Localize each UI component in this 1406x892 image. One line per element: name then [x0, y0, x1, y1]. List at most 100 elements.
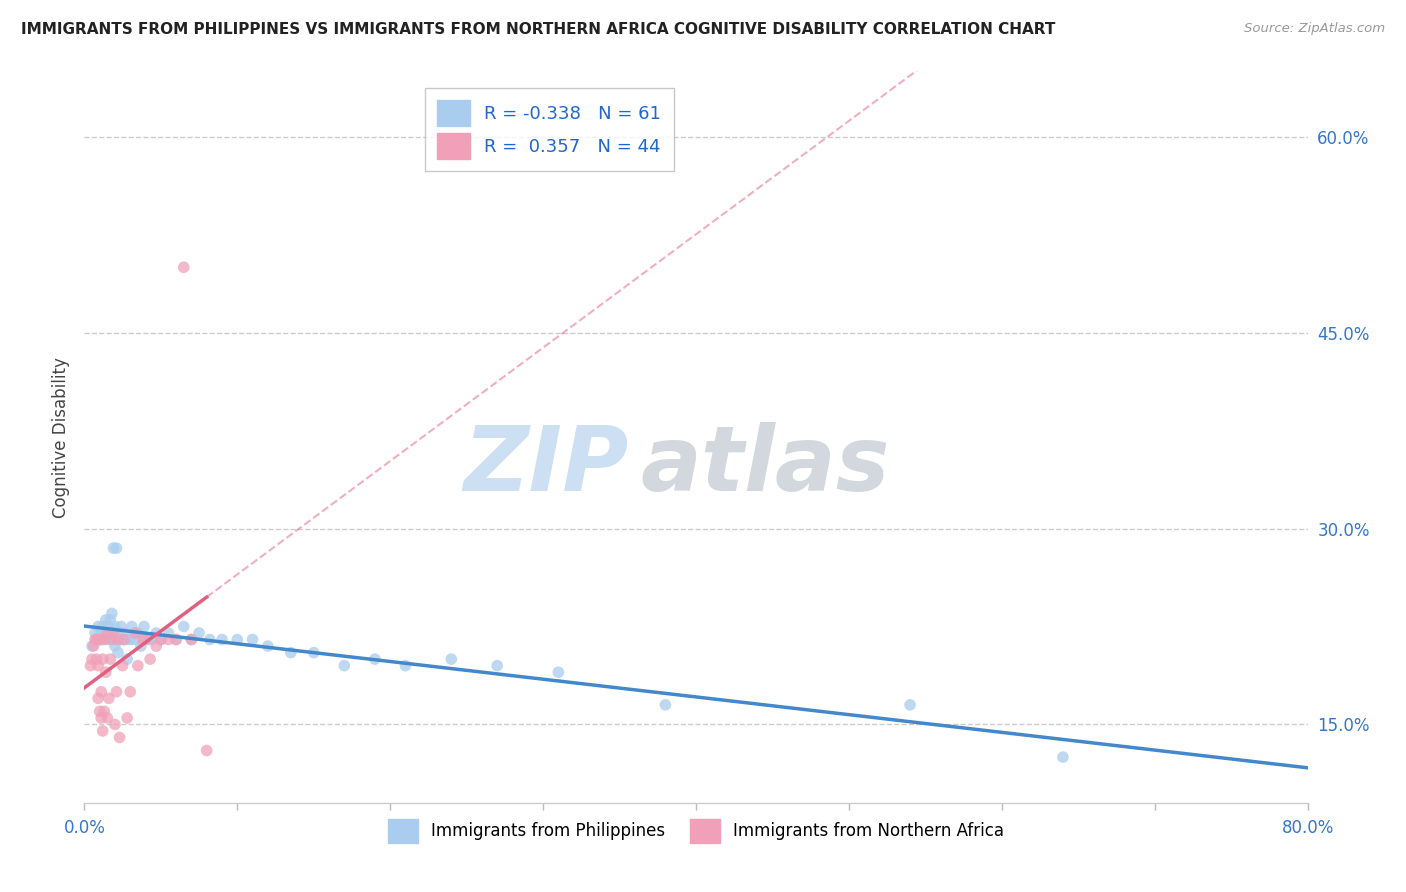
Point — [188, 626, 211, 640]
Point — [96, 632, 118, 647]
Point — [120, 685, 142, 699]
Point — [108, 632, 131, 647]
Point — [280, 646, 302, 660]
Text: 0.0%: 0.0% — [63, 820, 105, 838]
Text: IMMIGRANTS FROM PHILIPPINES VS IMMIGRANTS FROM NORTHERN AFRICA COGNITIVE DISABIL: IMMIGRANTS FROM PHILIPPINES VS IMMIGRANT… — [21, 22, 1056, 37]
Point — [145, 639, 167, 653]
Point — [91, 723, 114, 738]
Point — [173, 619, 195, 633]
Point — [91, 652, 114, 666]
Point — [97, 619, 120, 633]
Legend: Immigrants from Philippines, Immigrants from Northern Africa: Immigrants from Philippines, Immigrants … — [381, 813, 1011, 849]
Point — [242, 632, 264, 647]
Point — [104, 717, 127, 731]
Text: 80.0%: 80.0% — [1281, 820, 1334, 838]
Point — [394, 658, 416, 673]
Point — [1052, 750, 1074, 764]
Point — [80, 652, 103, 666]
Point — [93, 705, 115, 719]
Text: atlas: atlas — [641, 422, 890, 510]
Point — [654, 698, 676, 712]
Y-axis label: Cognitive Disability: Cognitive Disability — [52, 357, 70, 517]
Point — [129, 639, 152, 653]
Point — [79, 658, 101, 673]
Point — [115, 652, 138, 666]
Point — [98, 613, 121, 627]
Point — [91, 619, 114, 633]
Point — [105, 685, 128, 699]
Text: Source: ZipAtlas.com: Source: ZipAtlas.com — [1244, 22, 1385, 36]
Point — [93, 632, 115, 647]
Point — [180, 632, 202, 647]
Point — [302, 646, 325, 660]
Point — [165, 632, 187, 647]
Point — [97, 626, 120, 640]
Point — [121, 619, 143, 633]
Point — [211, 632, 233, 647]
Point — [84, 632, 107, 647]
Point — [131, 632, 153, 647]
Point — [547, 665, 569, 680]
Point — [120, 632, 142, 647]
Point — [94, 665, 117, 680]
Point — [89, 632, 111, 647]
Point — [87, 658, 110, 673]
Point — [87, 619, 110, 633]
Point — [440, 652, 463, 666]
Point — [107, 632, 129, 647]
Point — [333, 658, 356, 673]
Point — [124, 632, 146, 647]
Point — [110, 619, 132, 633]
Point — [86, 652, 108, 666]
Point — [90, 626, 112, 640]
Point — [149, 632, 172, 647]
Point — [90, 711, 112, 725]
Point — [96, 711, 118, 725]
Point — [105, 541, 128, 555]
Point — [135, 632, 157, 647]
Point — [101, 607, 124, 621]
Point — [364, 652, 387, 666]
Point — [87, 691, 110, 706]
Point — [86, 632, 108, 647]
Point — [195, 743, 218, 757]
Point — [139, 652, 162, 666]
Point — [103, 626, 125, 640]
Point — [80, 639, 103, 653]
Point — [114, 632, 136, 647]
Point — [104, 619, 127, 633]
Point — [165, 632, 187, 647]
Point — [84, 626, 107, 640]
Point — [94, 613, 117, 627]
Point — [157, 632, 180, 647]
Point — [105, 632, 128, 647]
Point — [103, 541, 125, 555]
Point — [107, 626, 129, 640]
Point — [83, 639, 105, 653]
Point — [89, 705, 111, 719]
Point — [115, 711, 138, 725]
Text: ZIP: ZIP — [464, 422, 628, 510]
Point — [149, 632, 172, 647]
Point — [157, 626, 180, 640]
Point — [486, 658, 509, 673]
Point — [97, 691, 120, 706]
Point — [101, 632, 124, 647]
Point — [89, 632, 111, 647]
Point — [93, 626, 115, 640]
Point — [132, 619, 155, 633]
Point — [98, 632, 121, 647]
Point — [173, 260, 195, 275]
Point — [138, 632, 160, 647]
Point — [86, 632, 108, 647]
Point — [101, 626, 124, 640]
Point — [98, 652, 121, 666]
Point — [104, 639, 127, 653]
Point — [90, 685, 112, 699]
Point — [111, 632, 134, 647]
Point — [103, 632, 125, 647]
Point — [96, 626, 118, 640]
Point — [127, 626, 149, 640]
Point — [180, 632, 202, 647]
Point — [90, 632, 112, 647]
